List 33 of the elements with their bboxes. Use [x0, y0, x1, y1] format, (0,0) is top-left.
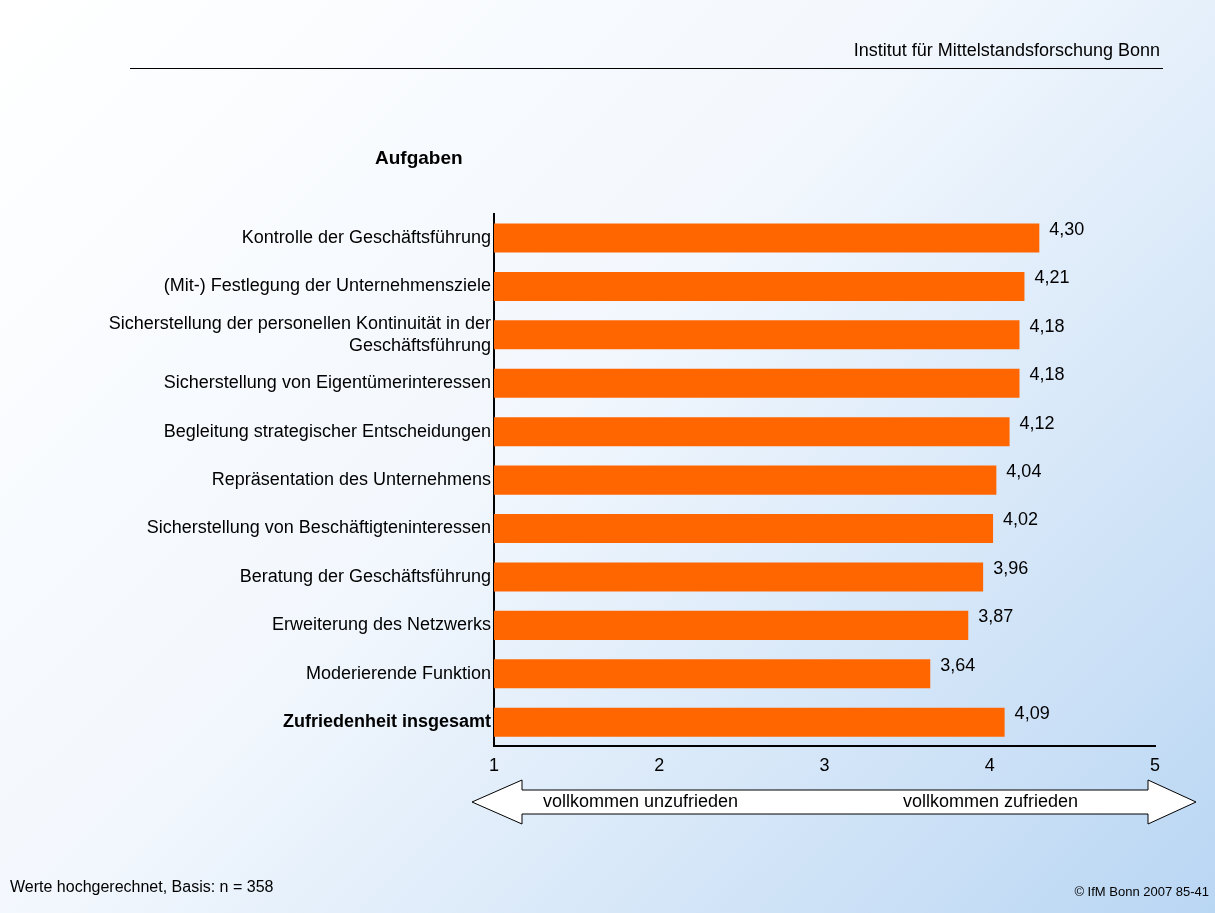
text: vollkommen zufrieden [903, 791, 1079, 812]
y-tick-label: Sicherstellung von Beschäftigteninteressen [146, 517, 491, 538]
y-tick-label: (Mit-) Festlegung der Unternehmensziele [163, 275, 491, 296]
text: Institut für Mittelstandsforschung Bonn [853, 40, 1160, 61]
data-label: 3,96 [993, 557, 1029, 578]
y-tick-label: Zufriedenheit insgesamt [282, 711, 491, 732]
x-tick-label: 5 [1149, 755, 1161, 776]
data-label: 4,21 [1034, 267, 1070, 288]
y-tick-label: Moderierende Funktion [305, 662, 491, 683]
y-tick-label: Erweiterung des Netzwerks [271, 614, 491, 635]
y-tick-label: Sicherstellung von Eigentümerinteressen [163, 372, 491, 393]
chart-title: Aufgaben [375, 147, 463, 169]
data-label: 4,18 [1029, 364, 1065, 385]
y-tick-label: Repräsentation des Unternehmens [211, 469, 491, 490]
y-tick-label: Begleitung strategischer Entscheidungen [163, 420, 491, 441]
data-label: 3,64 [940, 654, 976, 675]
y-tick-label: Sicherstellung der personellen Kontinuität in der Geschäftsführung [108, 313, 491, 355]
data-label: 4,18 [1029, 315, 1065, 336]
y-tick-label: Kontrolle der Geschäftsführung [241, 226, 491, 247]
data-label: 3,87 [978, 606, 1014, 627]
x-tick-label: 1 [488, 755, 500, 776]
x-tick-label: 3 [819, 755, 830, 776]
data-label: 4,30 [1049, 218, 1085, 239]
data-label: 4,12 [1019, 412, 1055, 433]
data-label: 4,09 [1014, 703, 1050, 724]
data-label: 4,02 [1003, 509, 1039, 530]
x-tick-label: 4 [984, 755, 995, 776]
text: Werte hochgerechnet, Basis: n = 358 [10, 878, 274, 896]
text: © IfM Bonn 2007 85-41 [1074, 884, 1209, 899]
y-tick-label: Beratung der Geschäftsführung [239, 565, 491, 586]
x-tick-label: 2 [654, 755, 665, 776]
data-label: 4,04 [1006, 461, 1042, 482]
text: vollkommen unzufrieden [543, 791, 739, 812]
